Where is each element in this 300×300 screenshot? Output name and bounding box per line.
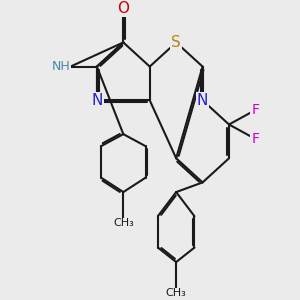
Text: N: N bbox=[91, 93, 103, 108]
Text: F: F bbox=[251, 103, 260, 117]
Text: S: S bbox=[171, 35, 181, 50]
Text: F: F bbox=[251, 132, 260, 146]
Text: CH₃: CH₃ bbox=[166, 288, 187, 298]
Text: O: O bbox=[117, 1, 129, 16]
Text: N: N bbox=[197, 93, 208, 108]
Text: NH: NH bbox=[52, 60, 70, 73]
Text: CH₃: CH₃ bbox=[113, 218, 134, 228]
